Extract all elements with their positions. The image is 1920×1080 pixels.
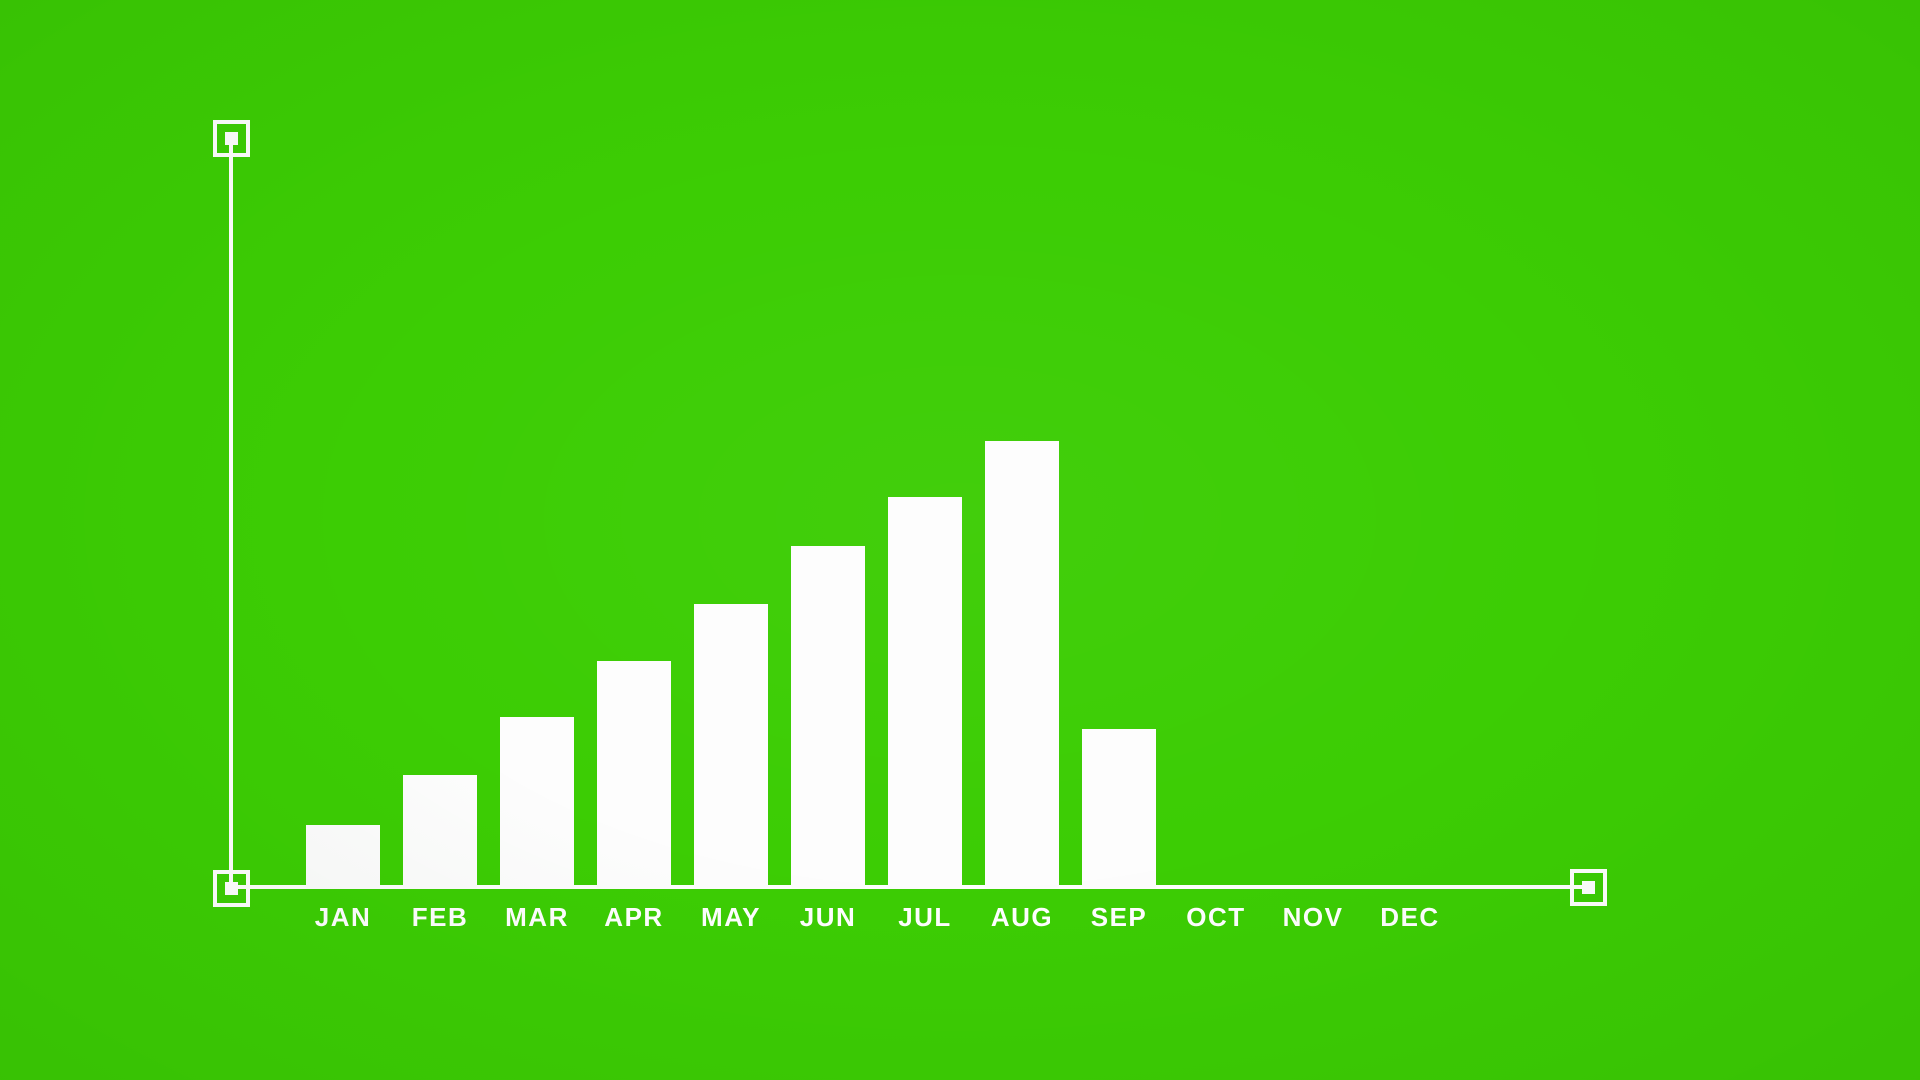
x-tick-label-sep: SEP: [1090, 902, 1148, 932]
x-tick-label-dec: DEC: [1380, 902, 1440, 932]
handle-center-dot-icon: [225, 132, 238, 145]
y-axis-endpoint-handle-icon[interactable]: [213, 120, 250, 157]
bar-jul: [888, 497, 962, 889]
bar-jan: [306, 825, 380, 889]
x-tick-label-apr: APR: [604, 902, 664, 932]
y-axis-line: [229, 139, 233, 888]
bar-may: [694, 604, 768, 889]
x-axis-endpoint-handle-icon[interactable]: [1570, 869, 1607, 906]
x-tick-label-jun: JUN: [799, 902, 857, 932]
bar-mar: [500, 717, 574, 889]
bar-apr: [597, 661, 671, 889]
bar-sep: [1082, 729, 1156, 889]
x-tick-label-nov: NOV: [1282, 902, 1344, 932]
bar-jun: [791, 546, 865, 889]
x-tick-label-jul: JUL: [898, 902, 952, 932]
bar-aug: [985, 441, 1059, 889]
handle-center-dot-icon: [225, 882, 238, 895]
x-tick-label-feb: FEB: [411, 902, 469, 932]
origin-endpoint-handle-icon[interactable]: [213, 870, 250, 907]
handle-center-dot-icon: [1582, 881, 1595, 894]
x-tick-label-oct: OCT: [1186, 902, 1246, 932]
x-tick-label-may: MAY: [701, 902, 761, 932]
bar-feb: [403, 775, 477, 889]
x-tick-label-jan: JAN: [314, 902, 372, 932]
x-tick-label-aug: AUG: [990, 902, 1054, 932]
x-tick-label-mar: MAR: [505, 902, 569, 932]
